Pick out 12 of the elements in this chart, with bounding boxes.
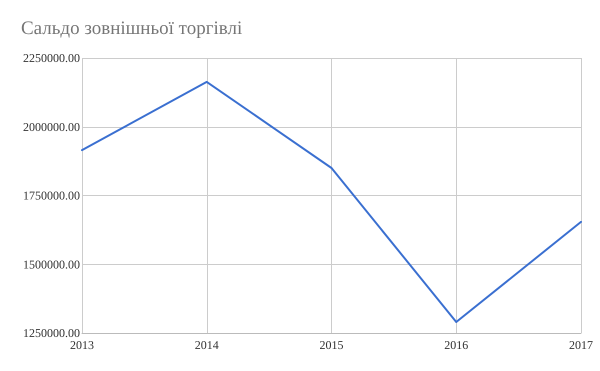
chart-title: Сальдо зовнішньої торгівлі: [21, 18, 242, 39]
y-tick-label: 1250000.00: [23, 326, 80, 340]
x-tick-label: 2016: [444, 338, 468, 352]
x-tick-label: 2015: [320, 338, 344, 352]
x-tick-label: 2014: [194, 338, 219, 352]
y-tick-label: 1750000.00: [23, 188, 80, 202]
y-tick-label: 2250000.00: [23, 51, 80, 65]
x-tick-label: 2017: [569, 338, 593, 352]
x-tick-label: 2013: [70, 338, 94, 352]
line-series: [81, 80, 582, 323]
y-tick-label: 2000000.00: [23, 120, 80, 134]
y-tick-label: 1500000.00: [23, 257, 80, 272]
